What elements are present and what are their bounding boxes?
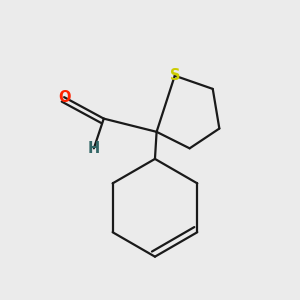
Text: H: H xyxy=(88,141,100,156)
Text: S: S xyxy=(169,68,180,83)
Text: O: O xyxy=(58,90,70,105)
